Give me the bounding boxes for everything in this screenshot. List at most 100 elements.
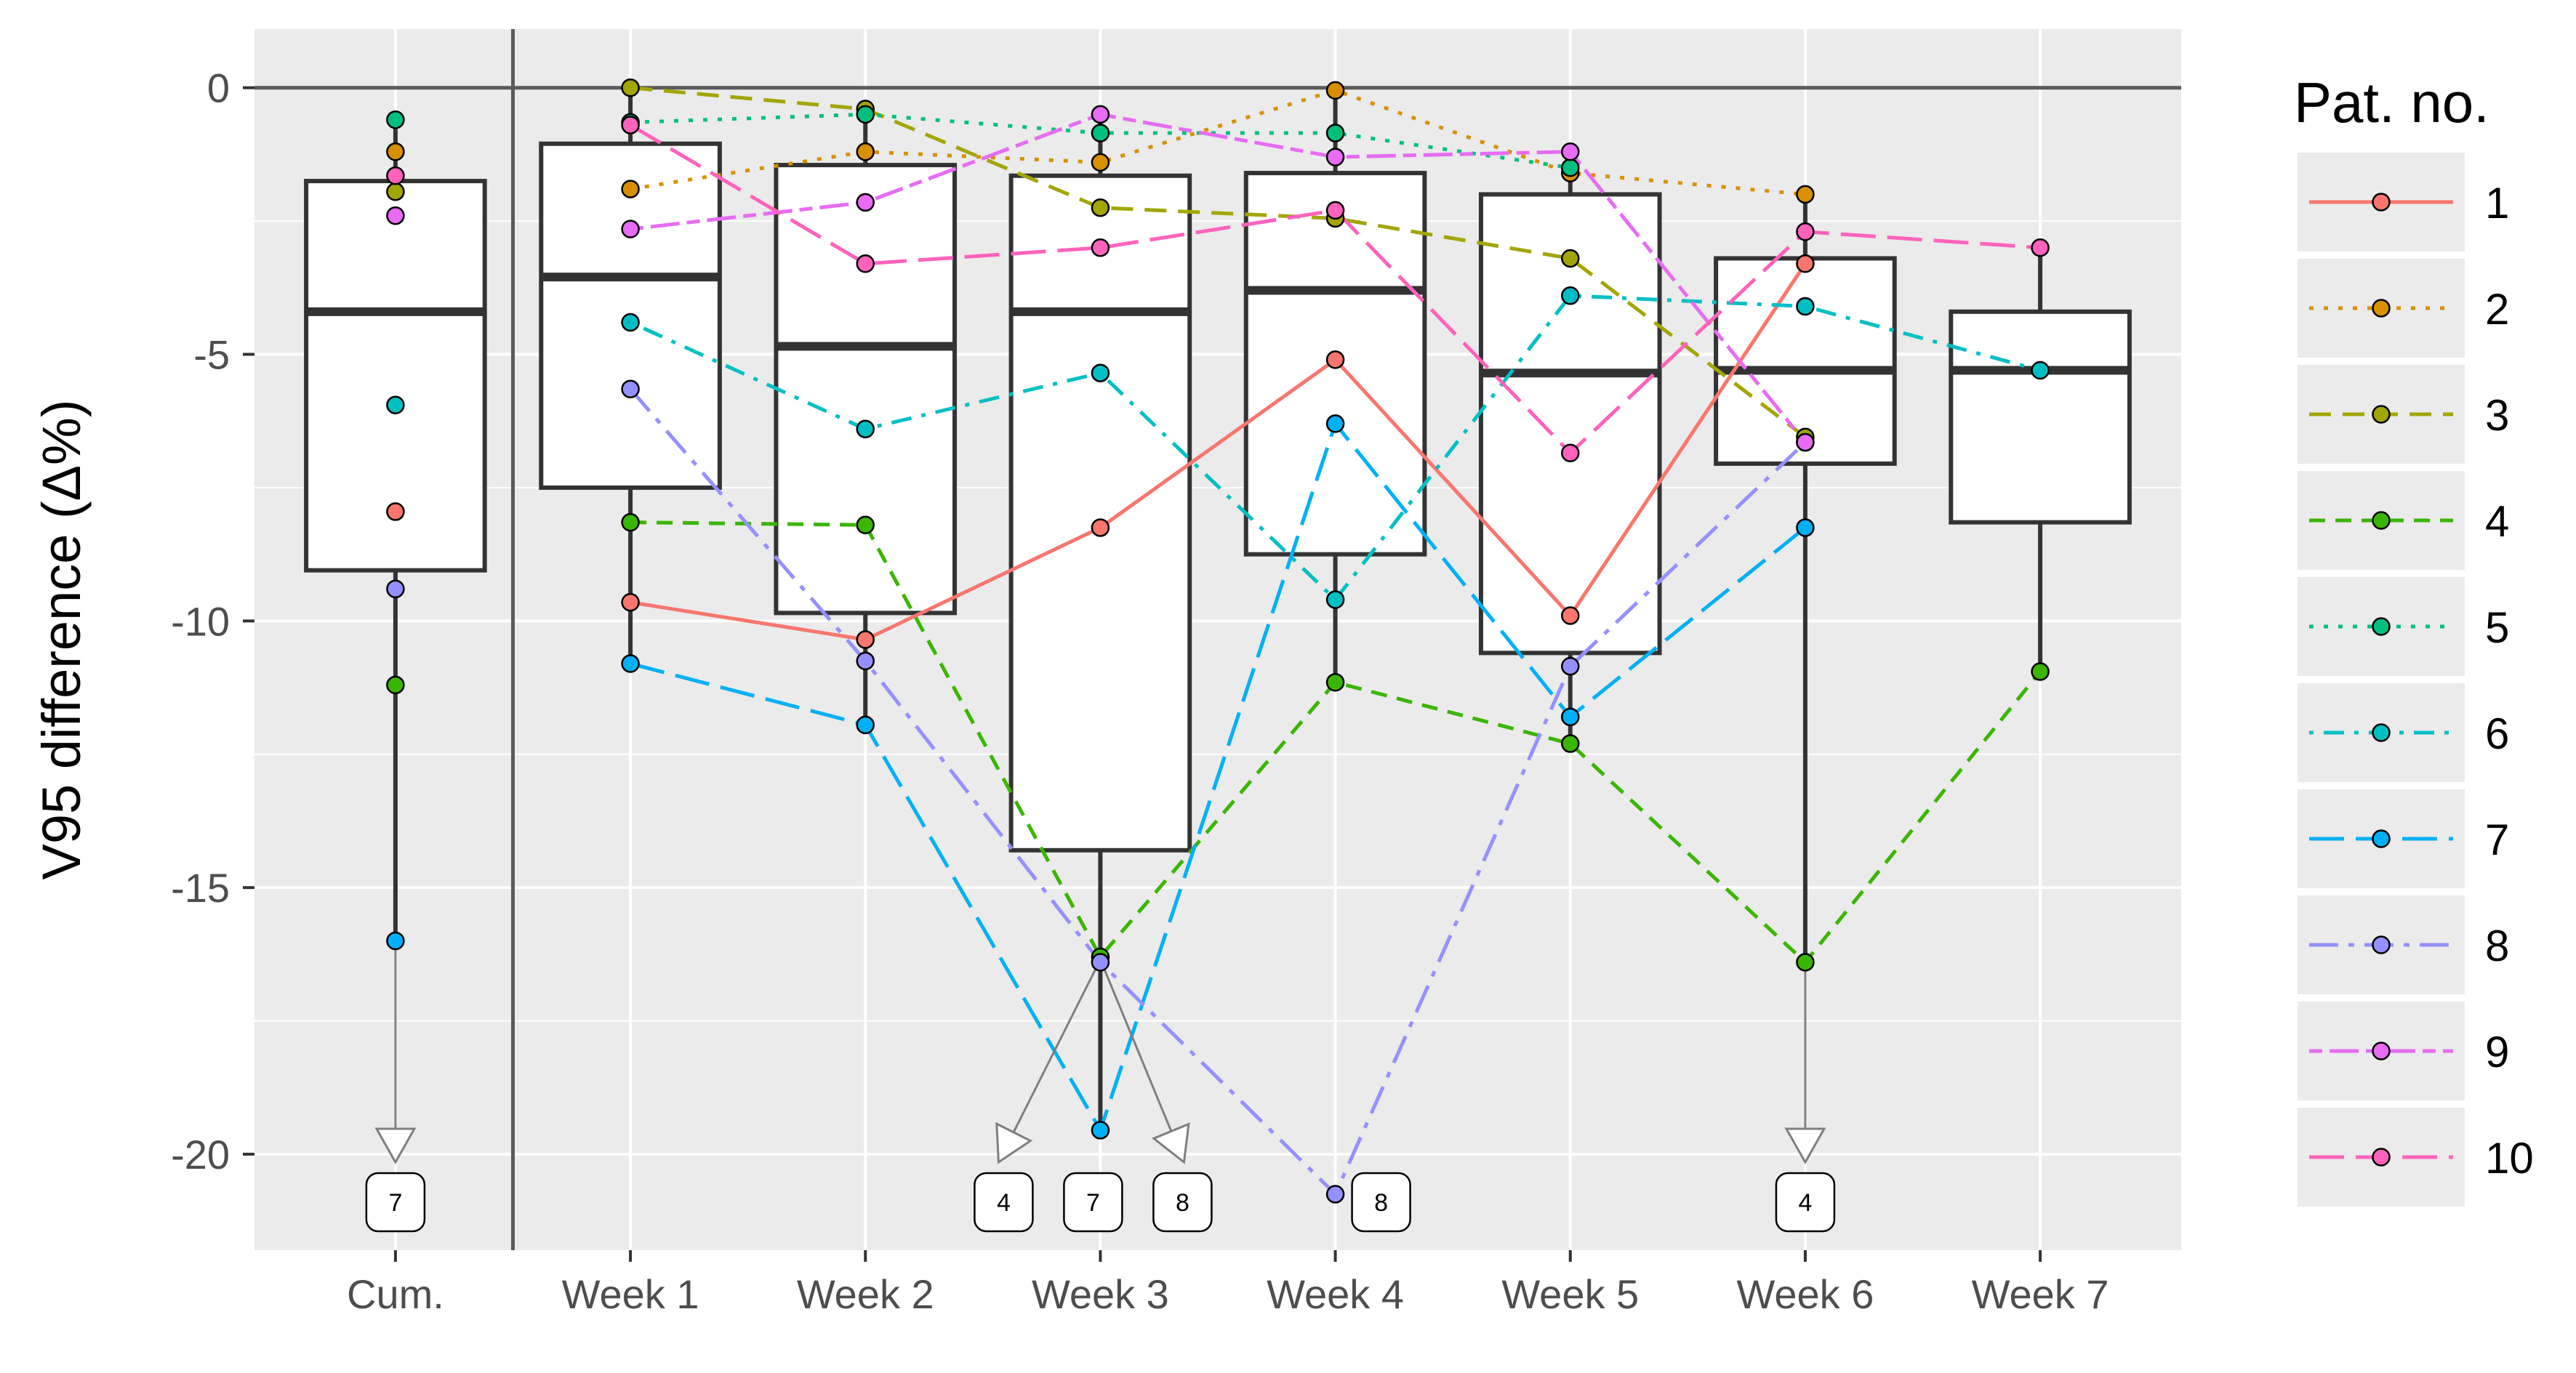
legend-label: 10 [2485, 1134, 2534, 1183]
legend-label: 5 [2485, 603, 2509, 652]
legend-label: 9 [2485, 1028, 2509, 1076]
data-point-patient-10 [386, 166, 405, 185]
data-point-patient-3 [1091, 198, 1110, 217]
data-point-patient-5 [1091, 124, 1110, 142]
offscale-tag-label: 7 [1086, 1189, 1100, 1217]
data-point-patient-4 [856, 515, 875, 535]
data-point-patient-4 [386, 675, 405, 695]
box-body [1478, 192, 1662, 656]
data-point-patient-7 [1561, 707, 1580, 727]
data-point-patient-9 [386, 206, 405, 225]
data-point-patient-8 [856, 651, 875, 671]
legend-key-point [2372, 511, 2391, 530]
legend-key-point [2372, 1042, 2391, 1060]
data-point-patient-9 [1561, 142, 1580, 161]
data-point-patient-9 [1325, 148, 1345, 166]
data-point-patient-4 [2031, 662, 2050, 681]
y-tick-label: -10 [171, 598, 230, 644]
data-point-patient-10 [2031, 238, 2050, 257]
y-axis-title: V95 difference (Δ%) [31, 400, 92, 880]
offscale-tag-label: 4 [997, 1189, 1011, 1217]
legend-title: Pat. no. [2294, 71, 2489, 134]
offscale-arrow-shaft [1099, 959, 1185, 1163]
data-point-patient-6 [621, 313, 640, 332]
data-point-patient-7 [1796, 518, 1815, 537]
legend-key-point [2372, 617, 2391, 636]
offscale-tag-label: 8 [1374, 1189, 1388, 1217]
offscale-arrow-head [995, 1122, 1033, 1164]
offscale-tag-box [974, 1172, 1034, 1233]
offscale-tag-box [1351, 1172, 1411, 1233]
data-point-patient-4 [1796, 953, 1815, 972]
data-point-patient-6 [1091, 363, 1110, 382]
legend-key-point [2372, 299, 2391, 318]
data-point-patient-7 [1091, 1121, 1110, 1140]
data-point-patient-10 [1561, 443, 1580, 462]
offscale-arrow-shaft [998, 959, 1102, 1163]
legend-label: 8 [2485, 922, 2509, 970]
offscale-tag-label: 4 [1798, 1189, 1812, 1217]
series-line-7 [630, 419, 1807, 1135]
series-line-8 [629, 387, 1807, 1198]
data-point-patient-10 [1091, 238, 1110, 257]
data-point-patient-9 [856, 193, 875, 212]
data-point-patient-8 [621, 379, 640, 398]
offscale-arrow-head [1151, 1122, 1190, 1164]
legend-key-point [2372, 193, 2391, 212]
x-tick-label: Week 7 [1972, 1271, 2109, 1317]
data-point-patient-2 [856, 142, 875, 161]
series-points [386, 78, 2050, 1204]
data-point-patient-10 [1796, 222, 1815, 241]
data-point-patient-1 [621, 592, 640, 612]
offscale-arrow-head [1784, 1127, 1826, 1165]
data-point-patient-1 [386, 502, 405, 521]
data-point-patient-7 [621, 654, 640, 673]
data-point-patient-6 [1796, 297, 1815, 316]
y-tick-label: -5 [193, 332, 230, 378]
data-point-patient-8 [1091, 953, 1110, 972]
data-point-patient-10 [621, 116, 640, 134]
legend-key-point [2372, 829, 2391, 848]
data-point-patient-3 [1561, 249, 1580, 268]
data-point-patient-1 [1561, 606, 1580, 625]
x-tick-label: Week 2 [797, 1271, 934, 1317]
data-point-patient-2 [1091, 153, 1110, 172]
data-point-patient-1 [1325, 350, 1345, 369]
data-point-patient-4 [1561, 734, 1580, 753]
data-point-patient-6 [1325, 590, 1345, 609]
y-tick-label: 0 [207, 65, 230, 111]
data-point-patient-2 [621, 180, 640, 198]
legend-label: 4 [2485, 497, 2509, 546]
y-tick-label: -15 [171, 865, 230, 911]
data-point-patient-6 [2031, 361, 2050, 380]
legend-key-point [2372, 405, 2391, 424]
x-tick-label: Cum. [347, 1271, 444, 1317]
legend-label: 6 [2485, 709, 2509, 758]
data-point-patient-10 [1325, 201, 1345, 220]
box-plots [304, 87, 2132, 1130]
offscale-tag-box [1063, 1172, 1123, 1233]
data-point-patient-1 [1796, 254, 1815, 273]
x-tick-label: Week 6 [1737, 1271, 1874, 1317]
x-tick-label: Week 4 [1267, 1271, 1404, 1317]
offscale-arrows [374, 941, 1826, 1165]
legend-label: 7 [2485, 816, 2509, 864]
box-body [1949, 309, 2132, 525]
reference-lines [254, 29, 2181, 1250]
box-body [774, 163, 958, 616]
offscale-tag-box [365, 1172, 426, 1233]
data-point-patient-3 [621, 78, 640, 97]
series-line-2 [630, 88, 1806, 196]
offscale-tag-label: 8 [1176, 1189, 1189, 1217]
x-tick-label: Week 1 [562, 1271, 699, 1317]
data-point-patient-7 [856, 715, 875, 735]
legend-key-point [2372, 723, 2391, 742]
data-point-patient-4 [1325, 672, 1345, 692]
data-point-patient-8 [1325, 1185, 1345, 1204]
y-axis: 0 -5 -10 -15 -20 [171, 65, 254, 1177]
data-point-patient-7 [386, 931, 405, 951]
x-tick-label: Week 5 [1501, 1271, 1639, 1317]
data-point-patient-2 [1325, 81, 1345, 100]
data-point-patient-4 [621, 512, 640, 532]
legend-key-point [2372, 1148, 2391, 1167]
